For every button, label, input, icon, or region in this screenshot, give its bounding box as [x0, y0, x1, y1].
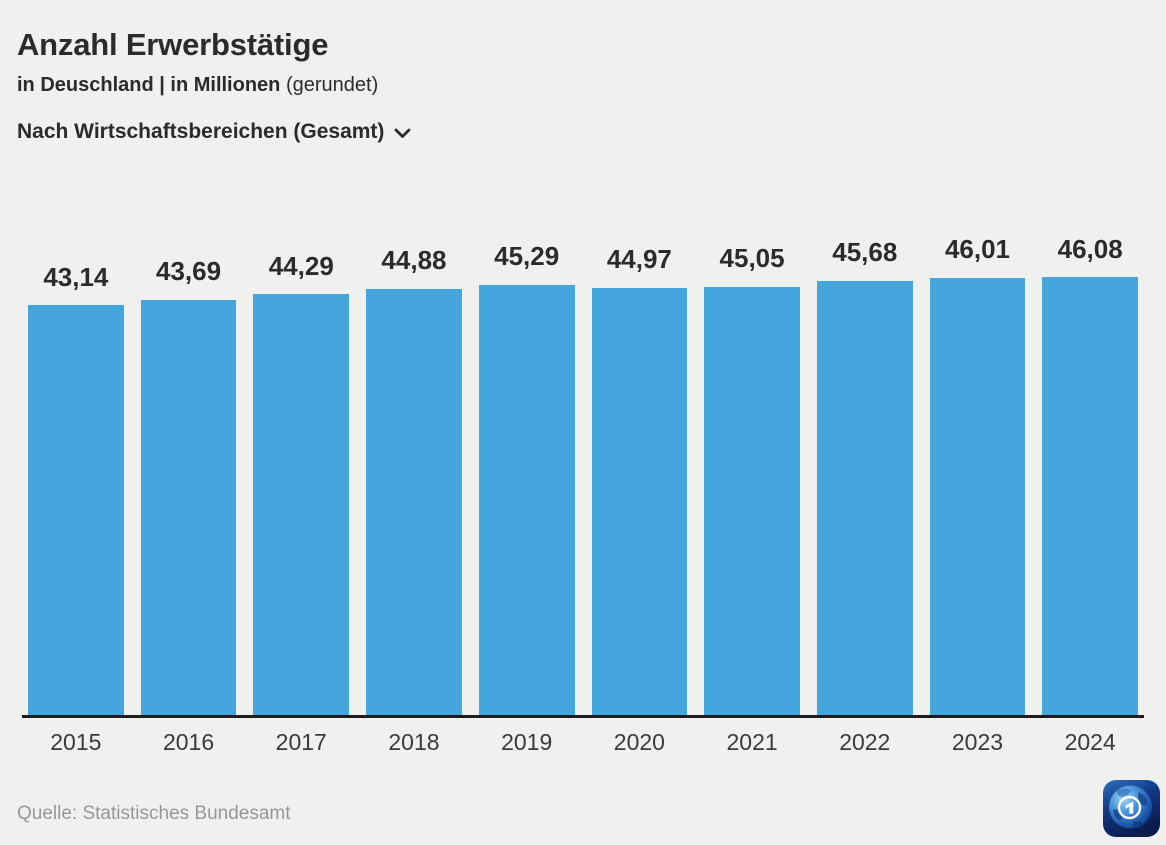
value-label: 43,69 [156, 256, 222, 287]
source-note: Quelle: Statistisches Bundesamt [17, 803, 291, 824]
tagesschau-logo [1103, 780, 1160, 837]
x-axis-labels: 2015 2016 2017 2018 2019 2020 2021 2022 2023 2024 [22, 729, 1144, 756]
bar[interactable] [929, 277, 1026, 715]
value-label: 44,97 [606, 244, 672, 275]
x-tick-label: 2017 [275, 729, 327, 755]
bar-column: 45,68 [816, 237, 913, 715]
value-label: 43,14 [43, 261, 109, 292]
x-tick-label: 2021 [726, 729, 778, 755]
bar-column: 46,01 [929, 234, 1026, 715]
bar[interactable] [704, 287, 800, 715]
bar[interactable] [253, 294, 350, 715]
chart-subtitle: in Deuschland | in Millionen (gerundet) [17, 73, 1146, 97]
bar-column: 46,08 [1042, 233, 1139, 715]
value-label: 46,08 [1057, 233, 1123, 264]
bar[interactable] [140, 299, 237, 715]
x-tick-label: 2022 [839, 729, 891, 755]
bar-column: 45,05 [704, 244, 800, 715]
bar-column: 43,69 [140, 256, 237, 715]
bar-column: 44,29 [253, 250, 350, 715]
x-tick-label: 2023 [951, 729, 1004, 755]
header: Anzahl Erwerbstätige in Deuschland | in … [0, 0, 1166, 145]
bar-column: 45,29 [478, 241, 575, 715]
x-tick-label: 2015 [50, 729, 102, 755]
bar[interactable] [591, 287, 688, 715]
value-label: 45,68 [832, 237, 898, 268]
subtitle-main: in Deuschland | in Millionen [17, 74, 281, 96]
bar[interactable] [366, 288, 462, 715]
bar[interactable] [28, 305, 124, 715]
bar[interactable] [478, 284, 575, 715]
x-tick-label: 2024 [1064, 729, 1116, 755]
subtitle-note: (gerundet) [285, 74, 379, 96]
x-tick-label: 2018 [388, 729, 440, 755]
value-label: 45,05 [719, 243, 785, 274]
value-label: 46,01 [944, 234, 1011, 265]
category-dropdown[interactable]: Nach Wirtschaftsbereichen (Gesamt) [17, 119, 411, 145]
chevron-down-icon [395, 128, 411, 138]
bar-chart: 43,14 43,69 44,29 44,88 45,29 44,97 45,05 45,68… [22, 225, 1144, 756]
value-label: 45,29 [494, 241, 560, 272]
chart-title: Anzahl Erwerbstätige [17, 27, 329, 62]
x-tick-label: 2020 [613, 729, 665, 755]
bar[interactable] [1042, 277, 1139, 715]
bar-column: 43,14 [28, 263, 124, 715]
ard-globe-icon [1103, 780, 1160, 837]
x-tick-label: 2019 [501, 729, 553, 755]
bar-column: 44,97 [591, 244, 688, 715]
value-label: 44,88 [381, 245, 447, 276]
value-label: 44,29 [268, 250, 334, 281]
plot-area: 43,14 43,69 44,29 44,88 45,29 44,97 45,05 45,68… [22, 225, 1144, 718]
x-tick-label: 2016 [162, 729, 215, 755]
bar[interactable] [816, 281, 913, 715]
bar-column: 44,88 [366, 246, 462, 715]
category-dropdown-label: Nach Wirtschaftsbereichen (Gesamt) [17, 120, 385, 143]
